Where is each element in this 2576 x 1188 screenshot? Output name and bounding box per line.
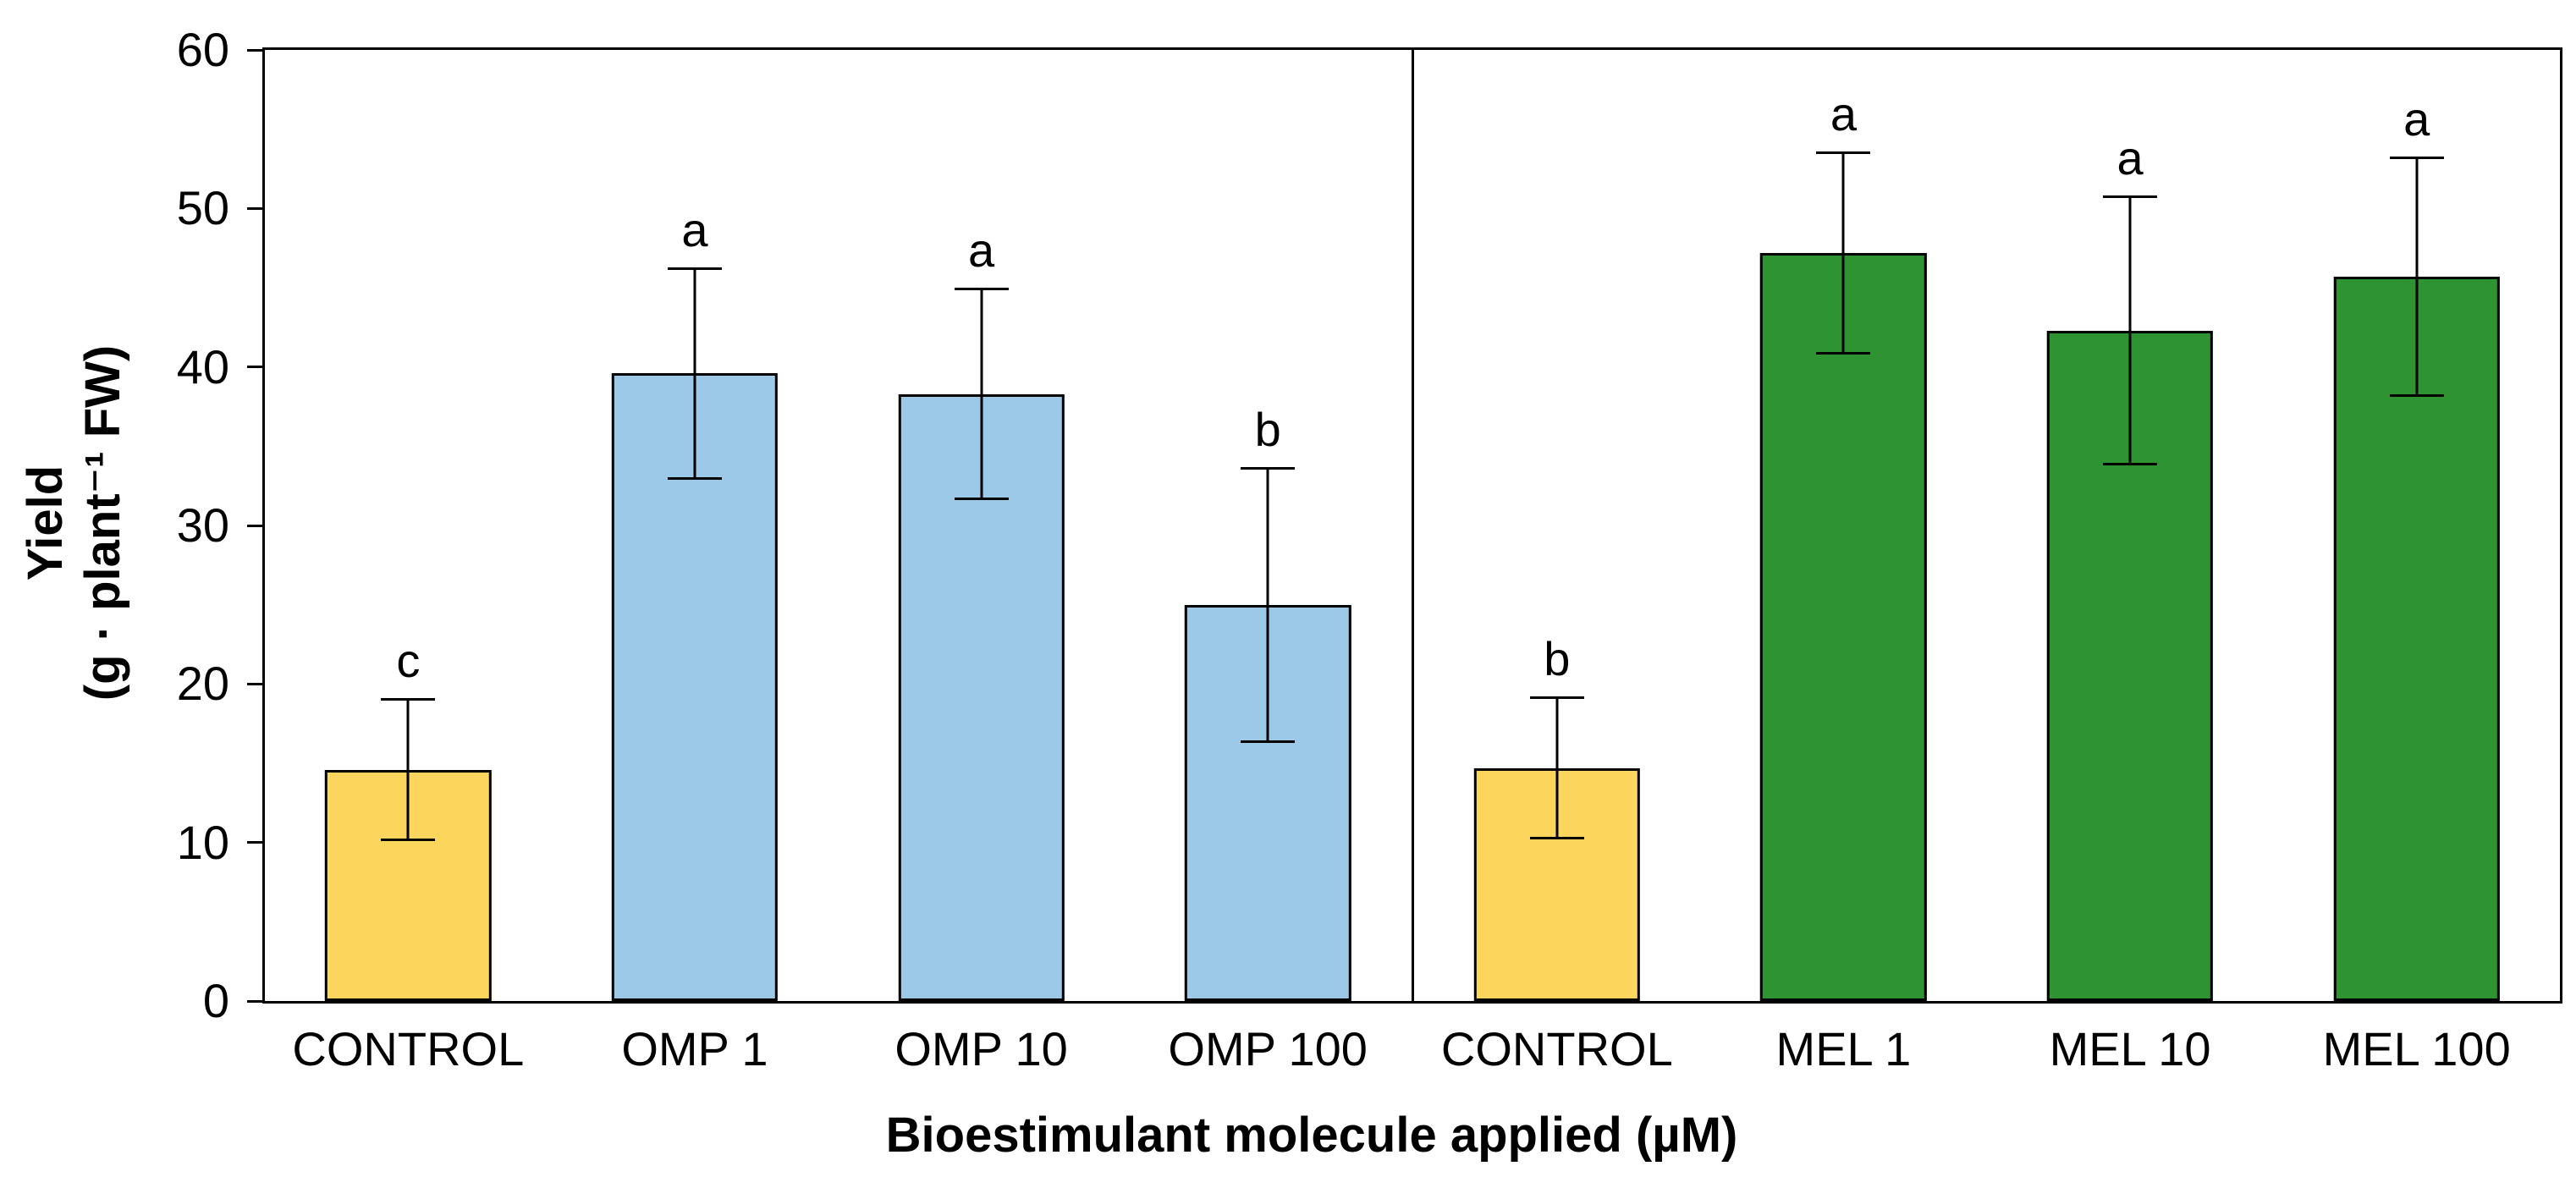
bar: [1760, 252, 1927, 1001]
y-tick-label: 50: [176, 181, 229, 235]
y-tick-mark: [247, 999, 262, 1003]
y-tick-mark: [247, 206, 262, 210]
error-bar: [381, 698, 436, 841]
error-bar-cap-bottom: [2389, 394, 2444, 398]
significance-letter: a: [2116, 131, 2144, 185]
error-bar-cap-bottom: [1529, 836, 1584, 839]
significance-letter: a: [2403, 91, 2430, 146]
error-bar-cap-top: [2103, 195, 2158, 199]
error-bar-line: [1555, 696, 1559, 839]
significance-letter: b: [1544, 632, 1571, 686]
error-bar-cap-top: [954, 288, 1009, 291]
error-bar: [1529, 696, 1584, 839]
error-bar-line: [1841, 151, 1845, 355]
error-bar: [2103, 195, 2158, 465]
bar-slot: b CONTROL: [1414, 50, 1701, 1075]
y-tick-mark: [247, 524, 262, 527]
bar: [2333, 276, 2500, 1001]
bar-slot: a OMP 10: [838, 50, 1125, 1076]
y-tick-label: 20: [176, 657, 229, 711]
significance-letter: a: [1830, 86, 1858, 140]
error-bar-cap-bottom: [1816, 351, 1871, 355]
y-tick-label: 10: [176, 815, 229, 869]
y-tick-mark: [247, 682, 262, 685]
error-bar-cap-bottom: [381, 838, 436, 841]
significance-letter: a: [967, 223, 995, 277]
x-axis-title: Bioestimulant molecule applied (µM): [885, 1108, 1738, 1163]
significance-letter: b: [1254, 402, 1281, 456]
bar-slot: c CONTROL: [265, 50, 552, 1075]
bar-slot: a MEL 10: [1987, 50, 2274, 1075]
significance-letter: a: [681, 202, 708, 256]
error-bar: [1816, 151, 1871, 355]
error-bar-line: [406, 698, 410, 841]
category-label: MEL 10: [2049, 1022, 2211, 1075]
bar: [1473, 767, 1641, 1001]
error-bar-cap-top: [1816, 151, 1871, 154]
category-label: CONTROL: [292, 1022, 525, 1075]
y-axis-title-line2: (g · plant⁻¹ FW): [75, 344, 130, 701]
error-bar-line: [2415, 156, 2419, 398]
category-label: OMP 1: [621, 1022, 768, 1075]
error-bar: [1241, 466, 1296, 743]
error-bar-cap-bottom: [954, 498, 1009, 501]
significance-letter: c: [396, 634, 421, 688]
y-axis-title-line1: Yield: [18, 465, 73, 581]
error-bar-cap-bottom: [2103, 462, 2158, 465]
category-label: CONTROL: [1440, 1022, 1673, 1075]
bar-slot: a OMP 1: [552, 50, 839, 1075]
plot-area: 0 10 20 30 40 50 60 c CONTROL a OMP 1 a OMP 10 b OMP 1…: [177, 26, 2562, 1076]
y-tick-mark: [247, 841, 262, 844]
error-bar-line: [1266, 466, 1269, 743]
error-bar: [667, 267, 722, 480]
category-label: OMP 100: [1168, 1022, 1368, 1075]
error-bar-cap-top: [667, 267, 722, 270]
error-bar-cap-top: [2389, 156, 2444, 159]
category-label: OMP 10: [894, 1022, 1068, 1075]
category-label: MEL 100: [2322, 1022, 2511, 1075]
bar-slot: b OMP 100: [1125, 50, 1412, 1075]
error-bar-cap-bottom: [667, 476, 722, 480]
y-tick-mark: [247, 366, 262, 369]
bar-slot: a MEL 1: [1700, 50, 1987, 1075]
y-tick-label: 60: [176, 23, 229, 76]
bar: [1184, 604, 1351, 1001]
panel-mel: b CONTROL a MEL 1 a MEL 10 a MEL 100: [1414, 50, 2561, 1075]
y-tick-label: 0: [202, 974, 229, 1027]
error-bar-cap-top: [1241, 466, 1296, 470]
bar-slot: a MEL 100: [2273, 50, 2560, 1075]
error-bar: [954, 288, 1009, 501]
error-bar-line: [2128, 195, 2132, 465]
error-bar-cap-top: [1529, 696, 1584, 700]
error-bar: [2389, 156, 2444, 398]
y-axis-title: Yield (g · plant⁻¹ FW): [17, 345, 132, 701]
error-bar-line: [980, 288, 983, 501]
error-bar-line: [693, 267, 696, 480]
y-tick-label: 40: [176, 339, 229, 393]
error-bar-cap-top: [381, 698, 436, 701]
panel-omp: c CONTROL a OMP 1 a OMP 10 b OMP 100: [265, 50, 1414, 1076]
y-tick-label: 30: [176, 498, 229, 552]
category-label: MEL 1: [1775, 1022, 1912, 1075]
y-tick-mark: [247, 48, 262, 52]
error-bar-cap-bottom: [1241, 740, 1296, 743]
